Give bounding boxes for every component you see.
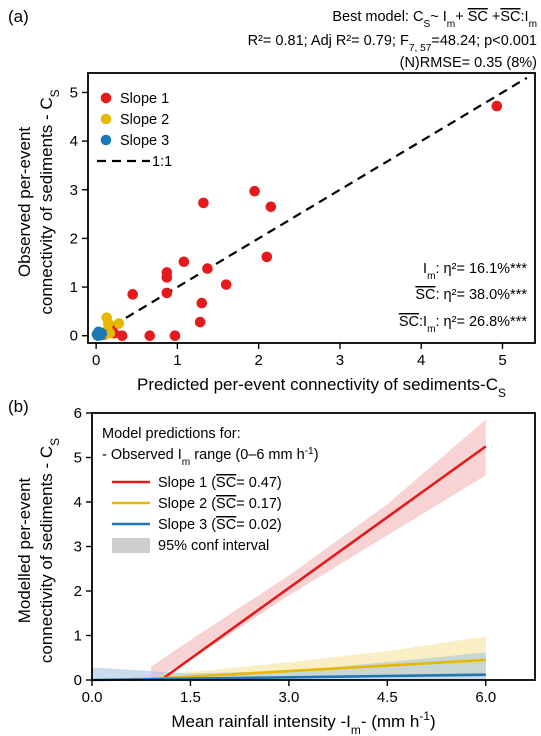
x-tick-label: 0 — [92, 352, 100, 369]
legend-marker — [100, 134, 112, 146]
point-slope-1 — [194, 316, 206, 328]
x-tick-label: 4.5 — [377, 689, 398, 706]
point-slope-1 — [249, 185, 260, 197]
point-slope-1 — [178, 256, 190, 268]
y-tick-label: 3 — [70, 182, 78, 199]
x-tick-label: 1 — [173, 352, 181, 369]
x-axis-label-a: Predicted per-event connectivity of sedi… — [137, 375, 506, 400]
model-fit-stats: R²= 0.81; Adj R²= 0.79; F7, 57=48.24; p<… — [248, 33, 537, 54]
y-tick-label: 1 — [74, 628, 82, 645]
point-slope-1 — [161, 287, 173, 299]
x-tick-label: 6.0 — [475, 689, 496, 706]
legend-title-line1: Model predictions for: — [102, 426, 241, 442]
legend-label: Slope 2 — [120, 112, 169, 128]
model-rmse: (N)RMSE= 0.35 (8%) — [400, 55, 537, 71]
confidence-band — [92, 652, 486, 680]
panel-label-b: (b) — [8, 397, 29, 416]
legend-title-line2: - Observed Im range (0–6 mm h-1) — [102, 446, 319, 468]
point-slope-1 — [169, 330, 181, 342]
legend-label: Slope 3 — [120, 133, 169, 149]
legend-ci-swatch — [112, 538, 150, 553]
x-tick-label: 4 — [417, 352, 425, 369]
y-tick-label: 5 — [74, 450, 82, 467]
y-tick-label: 1 — [70, 279, 78, 296]
point-slope-3 — [96, 327, 108, 339]
y-axis-label-b-line2: connectivity of sediments - CS — [37, 438, 62, 663]
model-formula: Best model: CS~ Im+ SC +SC:Im — [332, 9, 537, 30]
point-slope-1 — [161, 272, 173, 283]
point-slope-1 — [220, 279, 232, 290]
x-tick-label: 3.0 — [278, 689, 299, 706]
panel-a: (a) Best model: CS~ Im+ SC +SC:Im R²= 0.81… — [8, 7, 537, 400]
point-slope-1 — [144, 330, 156, 342]
effect-im: Im: η²= 16.1%*** — [423, 261, 527, 282]
y-tick-label: 6 — [74, 405, 82, 422]
point-slope-1 — [127, 289, 138, 300]
effect-sc: SC: η²= 38.0%*** — [415, 287, 527, 303]
legend-label-1to1: 1:1 — [152, 154, 172, 170]
prediction-line — [160, 445, 487, 682]
y-tick-label: 0 — [74, 672, 82, 689]
point-slope-1 — [196, 297, 208, 309]
panel-b: (b) 0.0 1.5 3.0 4.5 6.0 0 1 2 3 4 5 6 Mean rainfall i… — [8, 397, 536, 736]
y-tick-label: 4 — [74, 494, 82, 511]
y-tick-label: 4 — [70, 133, 78, 150]
point-slope-1 — [116, 330, 128, 342]
legend-ci-label: 95% conf interval — [158, 538, 269, 554]
legend-marker — [100, 92, 112, 104]
x-axis-label-b: Mean rainfall intensity -Im- (mm h-1) — [171, 709, 435, 736]
y-tick-label: 2 — [70, 230, 78, 247]
y-axis-label-a-line2: connectivity of sediments - CS — [37, 89, 62, 314]
effect-sc-im: SC:Im: η²= 26.8%*** — [399, 314, 528, 335]
legend-label: Slope 1 (SC= 0.47) — [158, 475, 282, 491]
point-slope-2 — [113, 318, 125, 329]
y-tick-label: 3 — [74, 539, 82, 556]
x-tick-label: 3 — [336, 352, 344, 369]
y-axis-label-a-line1: Observed per-event — [15, 127, 34, 278]
panel-label-a: (a) — [8, 7, 29, 26]
y-tick-label: 0 — [70, 328, 78, 345]
legend-label: Slope 1 — [120, 91, 169, 107]
y-axis-label-b-line1: Modelled per-event — [15, 477, 34, 623]
x-tick-label: 0.0 — [82, 689, 103, 706]
legend-label: Slope 3 (SC= 0.02) — [158, 517, 282, 533]
prediction-line — [131, 658, 486, 682]
y-tick-label: 2 — [74, 583, 82, 600]
point-slope-1 — [261, 251, 273, 263]
y-tick-label: 5 — [70, 84, 78, 101]
plot-frame-a — [87, 72, 536, 344]
point-slope-1 — [198, 197, 209, 209]
point-slope-1 — [265, 201, 277, 213]
point-slope-1 — [491, 100, 503, 112]
x-tick-label: 1.5 — [180, 689, 201, 706]
legend-marker — [100, 113, 112, 125]
legend-label: Slope 2 (SC= 0.17) — [158, 496, 282, 512]
x-tick-label: 2 — [255, 352, 263, 369]
x-tick-label: 5 — [498, 352, 506, 369]
point-slope-1 — [202, 263, 213, 274]
confidence-band — [151, 419, 486, 680]
